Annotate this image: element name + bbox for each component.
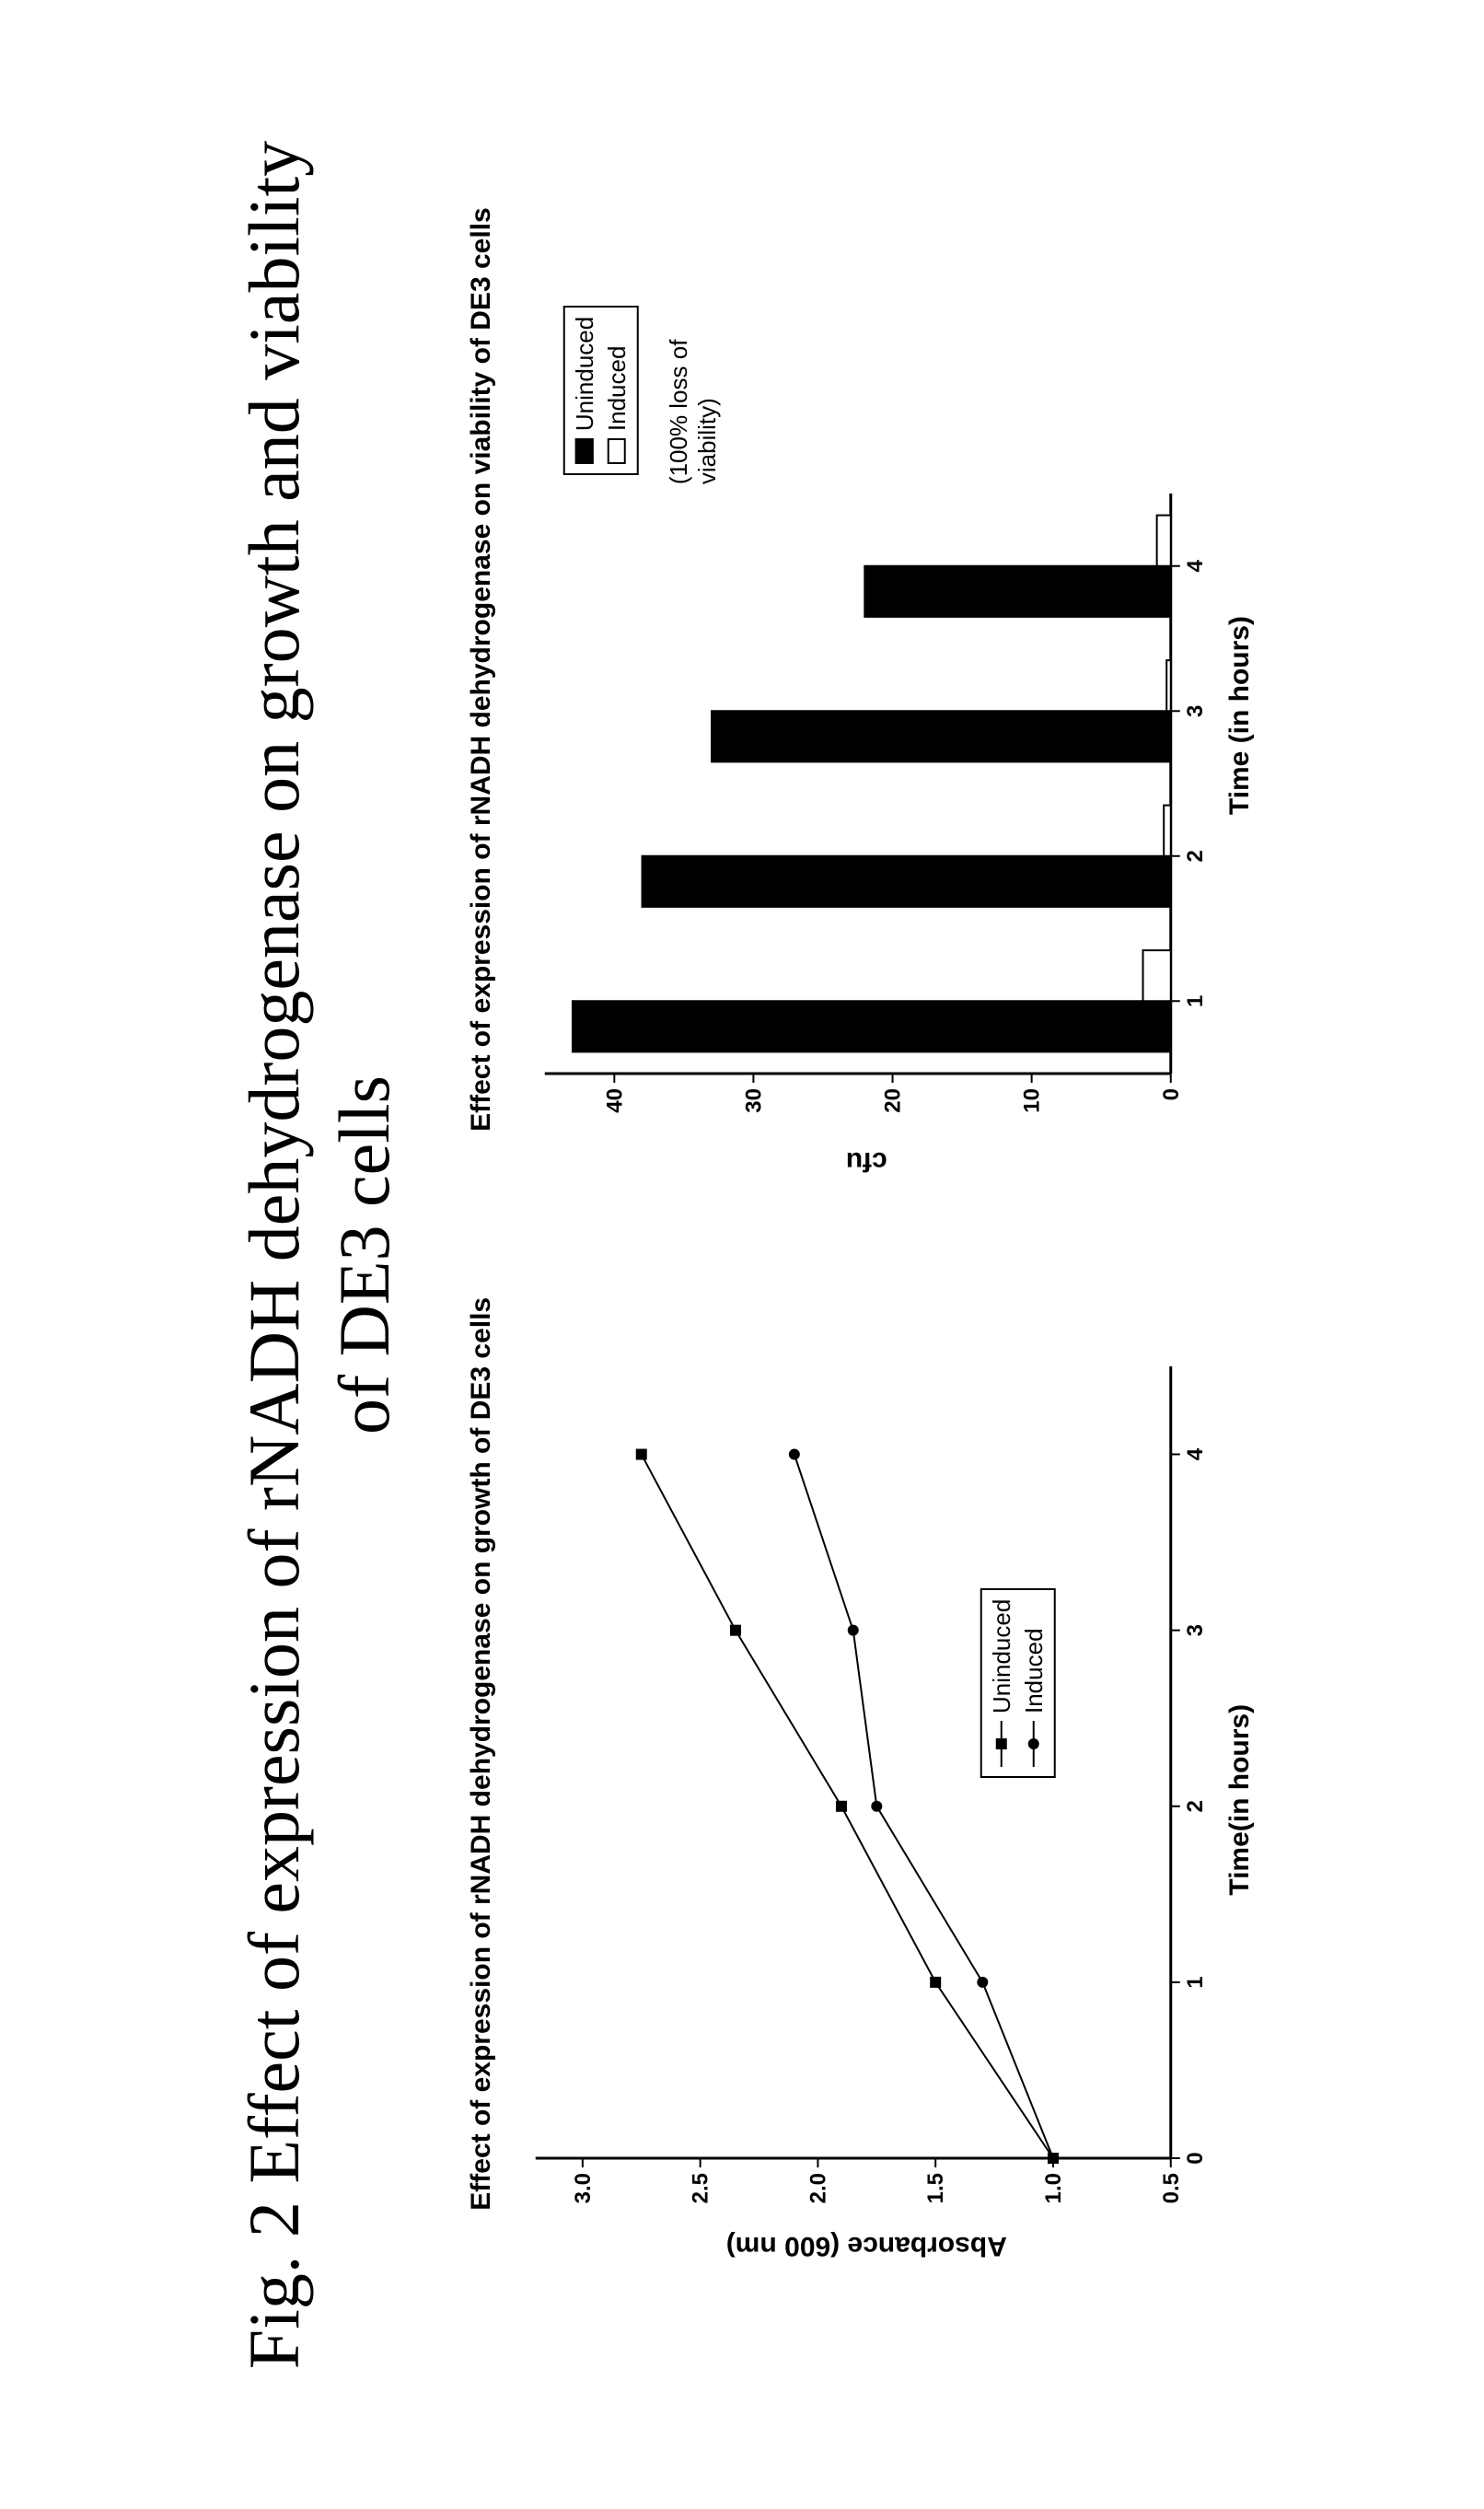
svg-text:0.5: 0.5	[1158, 2172, 1183, 2202]
left-xlabel: Time(in hours)	[1223, 1703, 1255, 1895]
svg-text:0: 0	[1182, 2152, 1207, 2164]
legend-label: Induced	[602, 345, 631, 431]
svg-text:10: 10	[1019, 1088, 1044, 1113]
panels-row: Effect of expression of rNADH dehydrogen…	[464, 207, 1256, 2302]
legend-item: Uninduced	[570, 316, 598, 463]
circle-marker-icon	[1026, 1721, 1041, 1767]
svg-text:1.0: 1.0	[1040, 2172, 1065, 2202]
svg-text:1: 1	[1182, 994, 1207, 1006]
legend-item: Uninduced	[987, 1598, 1015, 1766]
svg-text:4: 4	[1182, 559, 1207, 572]
svg-text:3: 3	[1182, 704, 1207, 716]
right-plot: 0 10 20 30 40 1 2 3 4 UninducedInduced (100% los…	[516, 254, 1216, 1138]
svg-text:40: 40	[602, 1088, 627, 1113]
right-panel-title: Effect of expression of rNADH dehydrogen…	[464, 207, 499, 1132]
legend-label: Uninduced	[987, 1598, 1015, 1713]
legend-swatch-icon	[608, 438, 626, 464]
left-ylabel: Absorbance (600 nm)	[726, 2229, 1007, 2260]
square-marker-icon	[994, 1721, 1009, 1767]
legend-item: Induced	[1019, 1598, 1048, 1766]
legend-swatch-icon	[575, 438, 594, 464]
legend-label: Induced	[1019, 1628, 1048, 1713]
svg-text:3: 3	[1182, 1623, 1207, 1635]
svg-text:30: 30	[741, 1088, 766, 1113]
right-legend: UninducedInduced	[562, 305, 638, 474]
svg-text:2: 2	[1182, 1799, 1207, 1811]
right-panel: Effect of expression of rNADH dehydrogen…	[464, 207, 1256, 1224]
left-panel: Effect of expression of rNADH dehydrogen…	[464, 1296, 1256, 2302]
viability-annotation: (100% loss of viability)	[664, 254, 721, 484]
legend-item: Induced	[602, 316, 631, 463]
svg-text:2: 2	[1182, 850, 1207, 862]
svg-text:0: 0	[1158, 1088, 1183, 1100]
svg-text:2.0: 2.0	[806, 2172, 830, 2202]
svg-text:4: 4	[1182, 1447, 1207, 1460]
left-panel-title: Effect of expression of rNADH dehydrogen…	[464, 1296, 499, 2210]
svg-text:1: 1	[1182, 1976, 1207, 1988]
svg-text:3.0: 3.0	[570, 2172, 595, 2202]
figure-title: Fig. 2 Effect of expression of rNADH deh…	[229, 104, 409, 2406]
legend-label: Uninduced	[570, 316, 598, 430]
right-ylabel: cfu	[846, 1145, 887, 1177]
svg-text:1.5: 1.5	[923, 2172, 948, 2202]
svg-text:20: 20	[880, 1088, 905, 1113]
right-xlabel: Time (in hours)	[1223, 616, 1255, 815]
svg-text:2.5: 2.5	[688, 2172, 713, 2202]
left-legend: UninducedInduced	[980, 1587, 1055, 1777]
left-plot: 0.5 1.0 1.5 2.0 2.5 3.0 0 1 2 3 4 UninducedInduced	[516, 1338, 1216, 2222]
